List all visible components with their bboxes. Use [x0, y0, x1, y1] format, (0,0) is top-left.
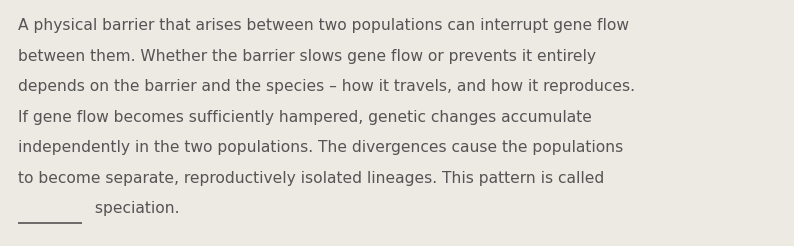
Text: speciation.: speciation. — [90, 201, 179, 216]
Text: to become separate, reproductively isolated lineages. This pattern is called: to become separate, reproductively isola… — [18, 170, 604, 185]
Text: independently in the two populations. The divergences cause the populations: independently in the two populations. Th… — [18, 140, 623, 155]
Text: If gene flow becomes sufficiently hampered, genetic changes accumulate: If gene flow becomes sufficiently hamper… — [18, 109, 592, 124]
Text: depends on the barrier and the species – how it travels, and how it reproduces.: depends on the barrier and the species –… — [18, 79, 635, 94]
Text: A physical barrier that arises between two populations can interrupt gene flow: A physical barrier that arises between t… — [18, 18, 629, 33]
Text: between them. Whether the barrier slows gene flow or prevents it entirely: between them. Whether the barrier slows … — [18, 48, 596, 63]
